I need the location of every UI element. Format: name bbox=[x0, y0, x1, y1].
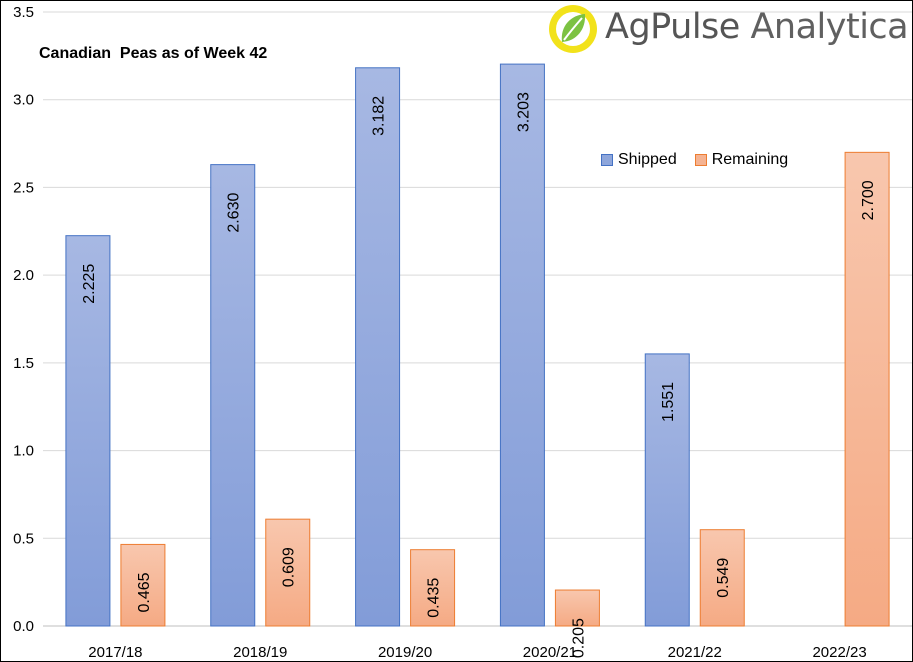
y-tick-label: 3.0 bbox=[13, 92, 34, 109]
data-label-remaining: 2.700 bbox=[860, 180, 877, 220]
y-tick-label: 1.0 bbox=[13, 443, 34, 460]
data-label-shipped: 2.630 bbox=[226, 193, 243, 233]
data-label-shipped: 3.182 bbox=[371, 96, 388, 136]
logo-text-light: Analytica bbox=[750, 7, 909, 47]
bar-remaining bbox=[699, 529, 745, 627]
x-tick-label: 2022/23 bbox=[812, 644, 866, 661]
x-tick-label: 2020/21 bbox=[523, 644, 577, 661]
y-tick-label: 3.5 bbox=[13, 4, 34, 21]
bar-shipped bbox=[499, 63, 545, 627]
bar-shipped bbox=[210, 164, 256, 627]
y-tick-label: 0.5 bbox=[13, 530, 34, 547]
legend-item-shipped: Shipped bbox=[601, 151, 677, 169]
y-tick-label: 2.5 bbox=[13, 179, 34, 196]
bar-remaining bbox=[120, 543, 166, 627]
bar-shipped bbox=[644, 353, 690, 627]
bar-remaining bbox=[554, 589, 600, 627]
data-label-remaining: 0.549 bbox=[715, 558, 732, 598]
legend: Shipped Remaining bbox=[601, 151, 788, 169]
leaf-logo-icon bbox=[549, 5, 597, 53]
agpulse-logo: AgPulse Analytica bbox=[547, 1, 909, 59]
legend-label-shipped: Shipped bbox=[618, 151, 677, 168]
data-label-remaining: 0.465 bbox=[136, 572, 153, 612]
x-axis: 2017/18 2018/19 2019/20 2020/21 2021/22 2022/… bbox=[88, 644, 866, 661]
data-label-shipped: 3.203 bbox=[515, 92, 532, 132]
bar-remaining bbox=[844, 151, 890, 627]
bars: 2.225 0.465 2.630 0.609 3.182 0.435 3.203 0.205… bbox=[65, 63, 890, 658]
logo-text-bold: AgPulse bbox=[605, 7, 740, 47]
data-label-remaining: 0.205 bbox=[570, 618, 587, 658]
y-tick-label: 1.5 bbox=[13, 355, 34, 372]
bar-remaining bbox=[410, 549, 456, 627]
legend-swatch-shipped bbox=[601, 154, 613, 166]
bar-shipped bbox=[65, 235, 111, 627]
data-label-remaining: 0.609 bbox=[281, 547, 298, 587]
y-axis: 0.0 0.5 1.0 1.5 2.0 2.5 3.0 3.5 bbox=[13, 4, 34, 635]
x-tick-label: 2021/22 bbox=[668, 644, 722, 661]
legend-swatch-remaining bbox=[694, 154, 707, 166]
x-tick-label: 2017/18 bbox=[88, 644, 142, 661]
logo-wordmark: AgPulse Analytica bbox=[605, 7, 909, 47]
chart-title: Canadian Peas as of Week 42 bbox=[39, 45, 268, 62]
gridlines bbox=[43, 11, 912, 627]
legend-item-remaining: Remaining bbox=[694, 151, 789, 169]
y-tick-label: 2.0 bbox=[13, 267, 34, 284]
x-tick-label: 2019/20 bbox=[378, 644, 432, 661]
bar-remaining bbox=[265, 518, 311, 627]
legend-label-remaining: Remaining bbox=[711, 151, 789, 168]
bar-shipped bbox=[355, 67, 401, 627]
y-tick-label: 0.0 bbox=[13, 618, 34, 635]
data-label-shipped: 2.225 bbox=[81, 264, 98, 304]
x-tick-label: 2018/19 bbox=[233, 644, 287, 661]
data-label-remaining: 0.435 bbox=[426, 578, 443, 618]
data-label-shipped: 1.551 bbox=[660, 382, 677, 422]
